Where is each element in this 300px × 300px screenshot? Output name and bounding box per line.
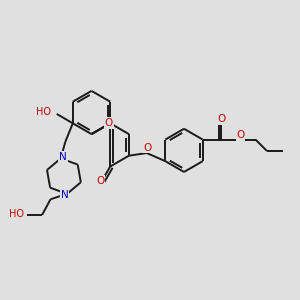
Text: O: O (96, 176, 105, 186)
Text: O: O (143, 142, 152, 153)
Text: O: O (217, 115, 225, 124)
Text: O: O (105, 118, 113, 128)
Text: HO: HO (36, 107, 51, 117)
Text: O: O (236, 130, 244, 140)
Text: N: N (59, 152, 67, 162)
Text: HO: HO (8, 209, 23, 219)
Text: N: N (61, 190, 68, 200)
